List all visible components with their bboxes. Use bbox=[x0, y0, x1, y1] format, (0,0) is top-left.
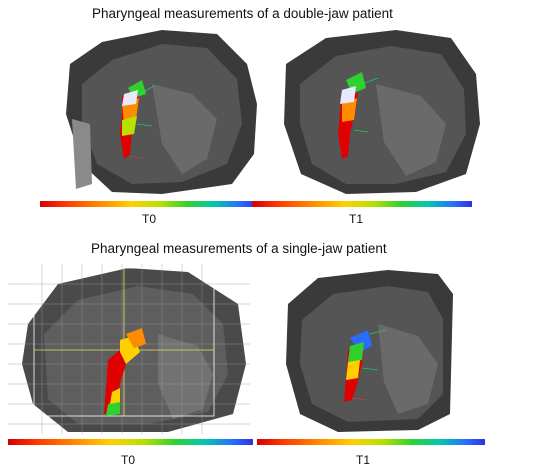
double-jaw-t0-label: T0 bbox=[142, 212, 157, 226]
double-jaw-t1-colorbar bbox=[252, 201, 472, 207]
double-jaw-heading: Pharyngeal measurements of a double-jaw … bbox=[92, 6, 393, 21]
single-jaw-t1-label: T1 bbox=[356, 453, 371, 467]
single-jaw-heading: Pharyngeal measurements of a single-jaw … bbox=[91, 241, 387, 256]
single-jaw-t0-scan bbox=[8, 264, 250, 434]
double-jaw-t1-scan bbox=[266, 24, 488, 196]
double-jaw-t1-label: T1 bbox=[349, 212, 364, 226]
single-jaw-t0-colorbar bbox=[8, 439, 253, 445]
single-jaw-t0-label: T0 bbox=[121, 453, 136, 467]
single-jaw-t1-colorbar bbox=[257, 439, 485, 445]
single-jaw-t1-scan bbox=[278, 264, 480, 434]
double-jaw-t0-colorbar bbox=[40, 201, 258, 207]
double-jaw-t0-scan bbox=[42, 24, 264, 196]
